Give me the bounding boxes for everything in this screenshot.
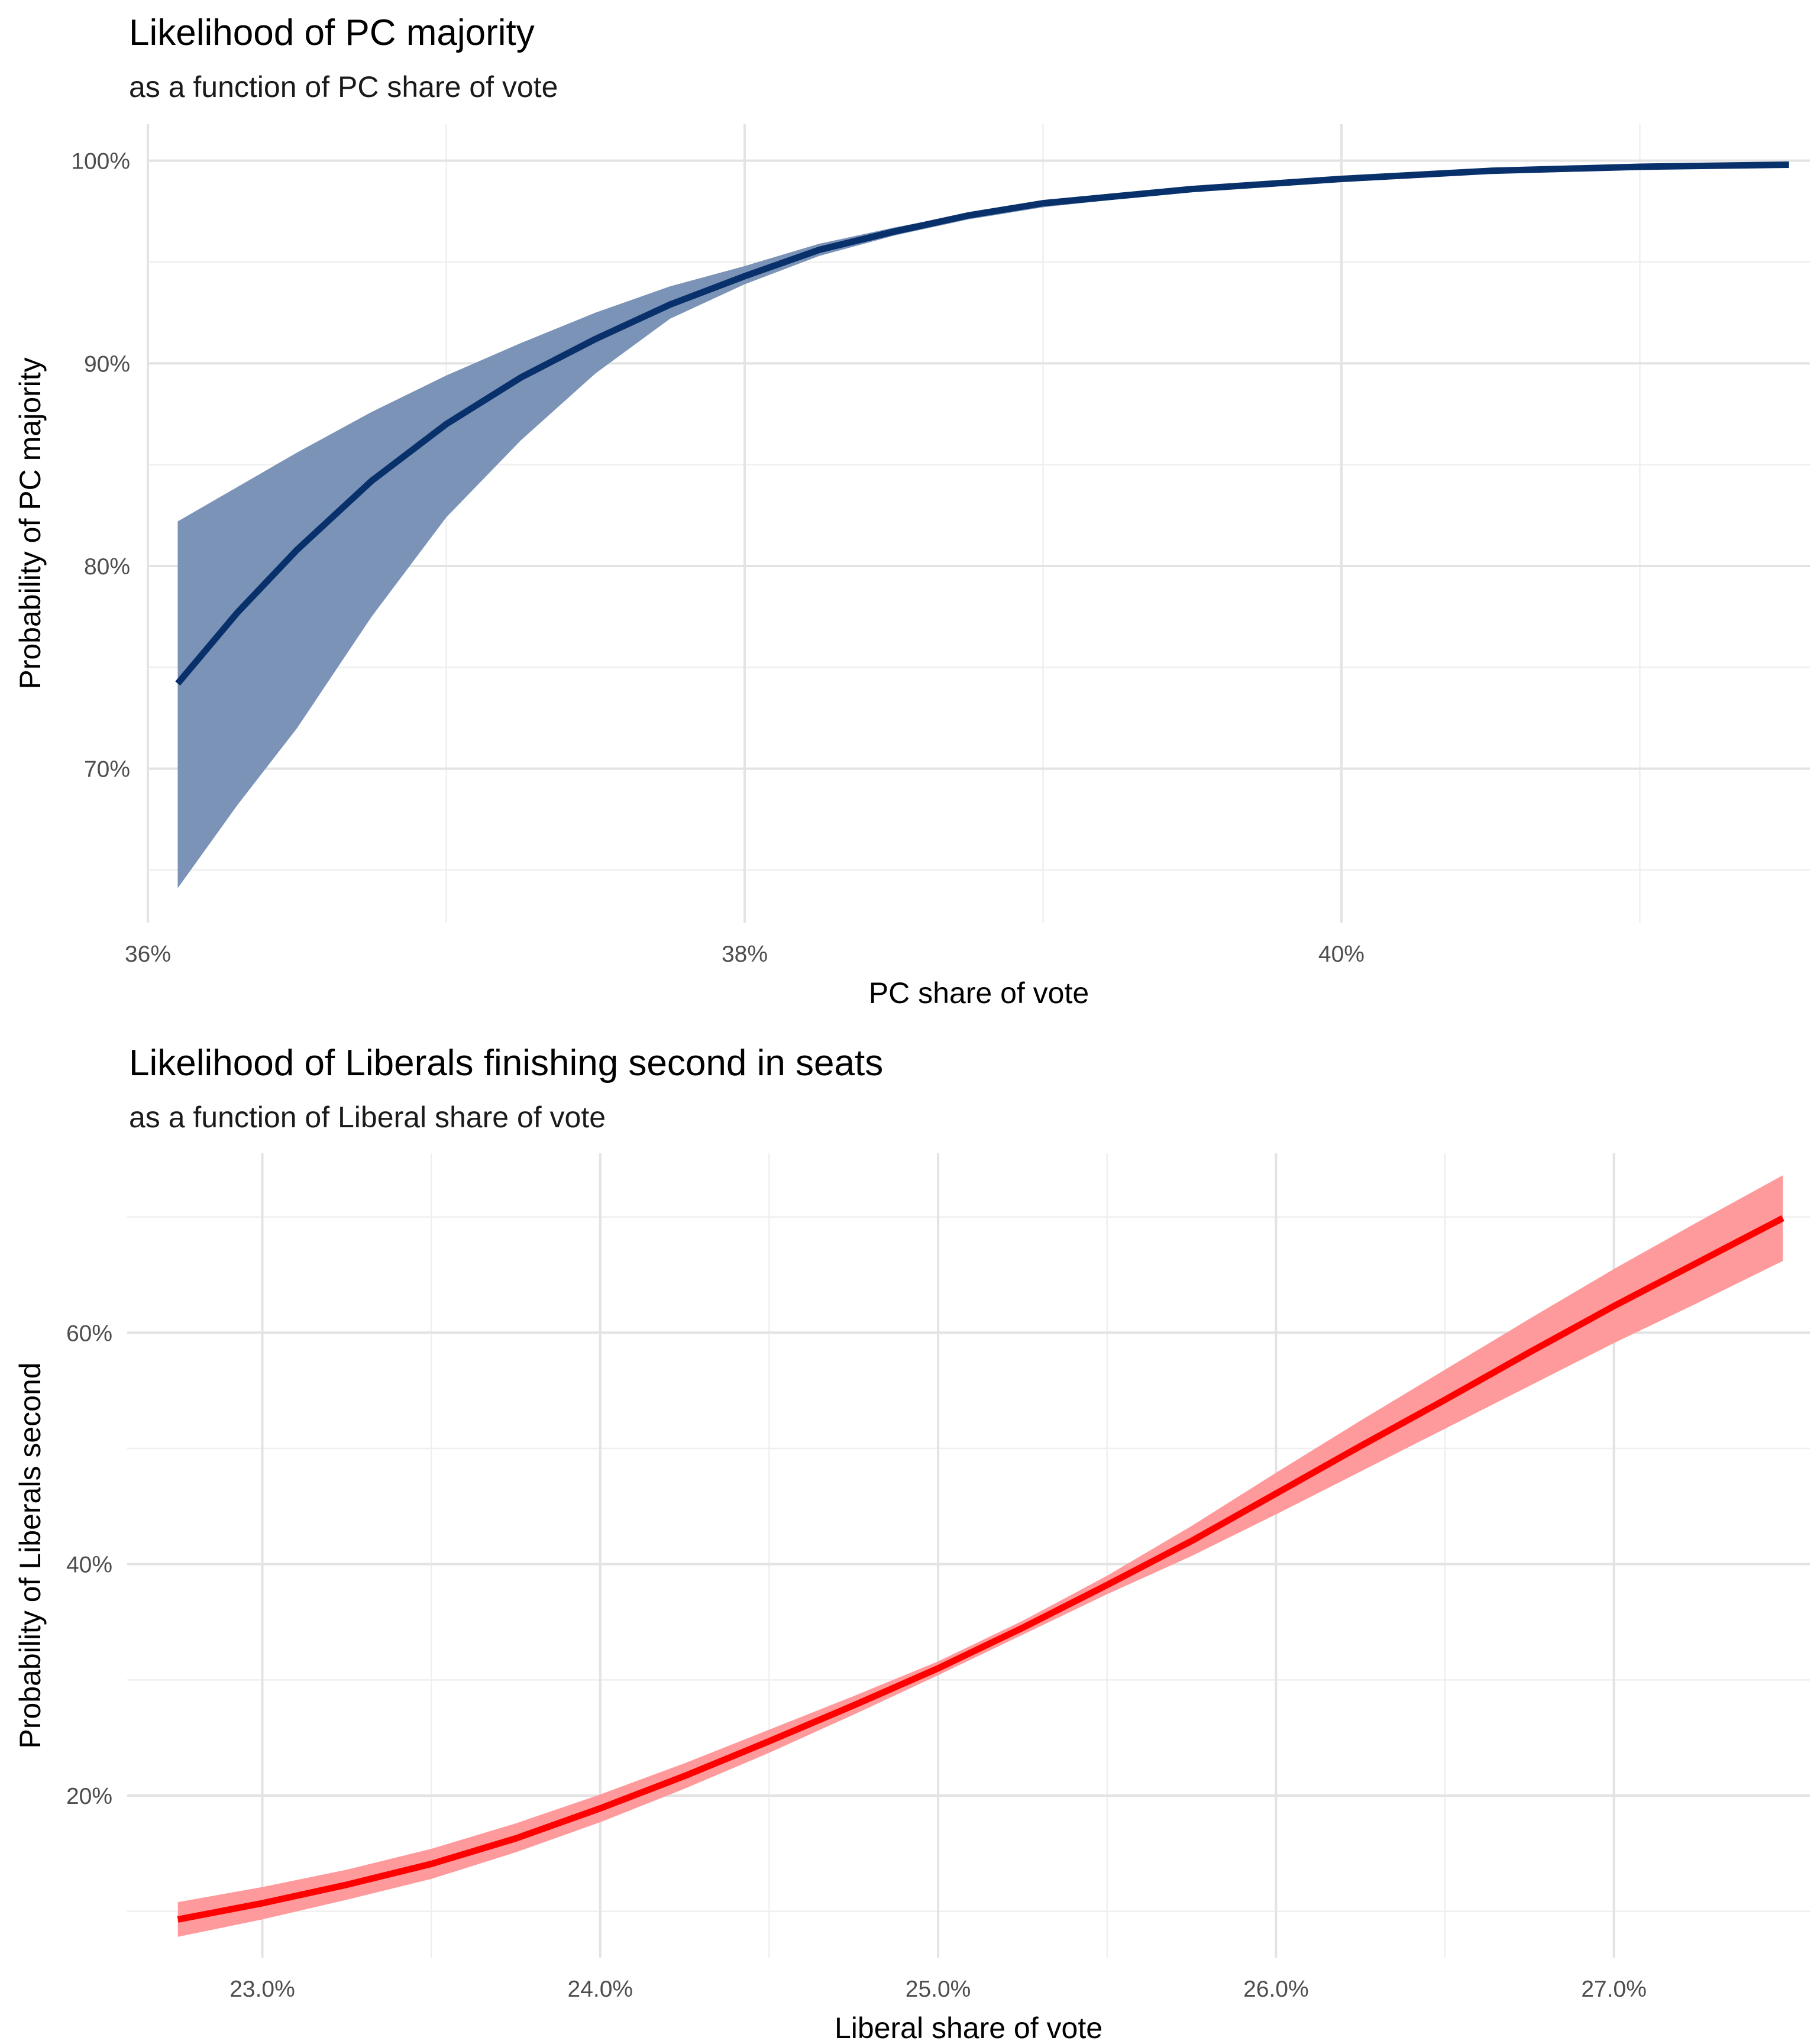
- x-axis-title: PC share of vote: [869, 976, 1089, 1010]
- x-tick-label: 25.0%: [906, 1977, 971, 2002]
- data-point: [1637, 164, 1643, 170]
- y-tick-label: 100%: [71, 149, 130, 174]
- data-point: [513, 1835, 519, 1841]
- x-tick-label: 23.0%: [229, 1977, 295, 2002]
- data-point: [1780, 1215, 1786, 1221]
- liberal-second-chart: 23.0% 24.0% 25.0% 26.0% 27.0% 20% 40% 60% Likel…: [14, 1043, 1810, 2044]
- data-point: [891, 229, 897, 235]
- data-point: [260, 1900, 266, 1906]
- y-tick-label: 40%: [66, 1553, 112, 1578]
- data-point: [965, 212, 971, 218]
- y-tick-label: 60%: [66, 1321, 112, 1346]
- x-tick-label: 24.0%: [568, 1977, 633, 2002]
- data-point: [816, 247, 822, 253]
- data-point: [1786, 162, 1792, 168]
- data-point: [667, 302, 673, 308]
- data-point: [1020, 1625, 1026, 1631]
- data-point: [294, 547, 300, 553]
- data-point: [682, 1773, 688, 1779]
- labels: Likelihood of PC majority as a function …: [14, 12, 1089, 1010]
- data-point: [1104, 1582, 1110, 1588]
- data-point: [742, 273, 748, 279]
- y-tick-label: 80%: [84, 554, 130, 580]
- data-point: [766, 1738, 772, 1744]
- data-point: [851, 1702, 856, 1708]
- data-point: [344, 1882, 350, 1888]
- chart-title: Likelihood of Liberals finishing second …: [129, 1043, 883, 1084]
- y-axis-title: Probability of PC majority: [14, 357, 47, 689]
- data-point: [1189, 1538, 1195, 1544]
- data-point: [443, 421, 449, 427]
- data-point: [593, 336, 599, 342]
- data-point: [1527, 1350, 1533, 1356]
- series-line: [177, 1215, 1784, 1923]
- data-point: [174, 681, 180, 687]
- y-tick-label: 20%: [66, 1784, 112, 1809]
- data-point: [935, 1665, 941, 1671]
- chart-title: Likelihood of PC majority: [129, 12, 535, 53]
- chart-subtitle: as a function of Liberal share of vote: [129, 1101, 606, 1134]
- y-tick-label: 90%: [84, 351, 130, 377]
- pc-majority-chart: 36% 38% 40% 70% 80% 90% 100% Likelihood of PC …: [14, 12, 1810, 1010]
- x-tick-label: 40%: [1318, 942, 1365, 967]
- data-point: [1442, 1397, 1448, 1403]
- confidence-band: [177, 1175, 1783, 1937]
- y-tick-label: 70%: [84, 757, 130, 782]
- data-point: [1695, 1259, 1701, 1265]
- data-point: [1338, 176, 1344, 182]
- x-tick-label: 36%: [125, 942, 171, 967]
- confidence-band: [177, 163, 1789, 888]
- data-point: [175, 1916, 181, 1922]
- y-axis-title: Probability of Liberals second: [14, 1362, 47, 1748]
- data-point: [368, 478, 374, 484]
- data-point: [1488, 168, 1493, 174]
- data-point: [1040, 200, 1046, 206]
- chart-subtitle: as a function of PC share of vote: [129, 70, 558, 104]
- marks: [175, 1175, 1786, 1937]
- data-point: [1611, 1303, 1617, 1309]
- data-point: [518, 374, 524, 380]
- data-point: [1273, 1490, 1279, 1496]
- x-axis-title: Liberal share of vote: [835, 2011, 1103, 2044]
- data-point: [1357, 1443, 1363, 1449]
- data-point: [597, 1806, 603, 1812]
- x-tick-label: 26.0%: [1243, 1977, 1309, 2002]
- x-tick-label: 38%: [722, 942, 768, 967]
- x-tick-label: 27.0%: [1581, 1977, 1647, 2002]
- labels: Likelihood of Liberals finishing second …: [14, 1043, 1103, 2044]
- marks: [174, 161, 1792, 888]
- data-point: [428, 1861, 434, 1867]
- data-point: [1189, 186, 1195, 192]
- data-point: [234, 610, 240, 616]
- series-line: [175, 161, 1789, 686]
